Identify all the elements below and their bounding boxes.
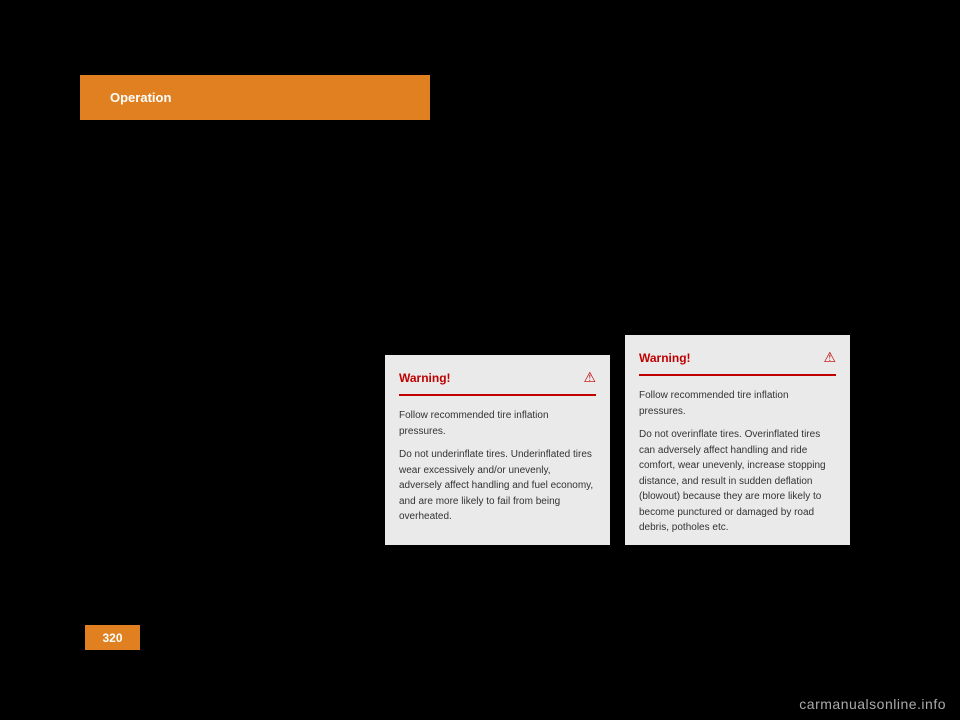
- warning-header: Warning! ⚠: [639, 349, 836, 376]
- warning-header: Warning! ⚠: [399, 369, 596, 396]
- warning-box-underinflate: Warning! ⚠ Follow recommended tire infla…: [385, 355, 610, 545]
- warning-icon: ⚠: [823, 349, 836, 366]
- header-title: Operation: [110, 90, 171, 105]
- warning-body: Follow recommended tire inflation pressu…: [399, 408, 596, 525]
- warning-box-overinflate: Warning! ⚠ Follow recommended tire infla…: [625, 335, 850, 545]
- warning-title: Warning!: [399, 371, 451, 385]
- warning-title: Warning!: [639, 351, 691, 365]
- warning-paragraph: Follow recommended tire inflation pressu…: [639, 388, 836, 419]
- warning-paragraph: Do not underinflate tires. Underinflated…: [399, 447, 596, 525]
- warning-body: Follow recommended tire inflation pressu…: [639, 388, 836, 536]
- warning-icon: ⚠: [583, 369, 596, 386]
- page-number-band: 320: [85, 625, 140, 650]
- page-number: 320: [102, 631, 122, 645]
- watermark: carmanualsonline.info: [799, 696, 946, 712]
- warning-paragraph: Follow recommended tire inflation pressu…: [399, 408, 596, 439]
- warning-paragraph: Do not overinflate tires. Overinflated t…: [639, 427, 836, 536]
- header-band: Operation: [80, 75, 430, 120]
